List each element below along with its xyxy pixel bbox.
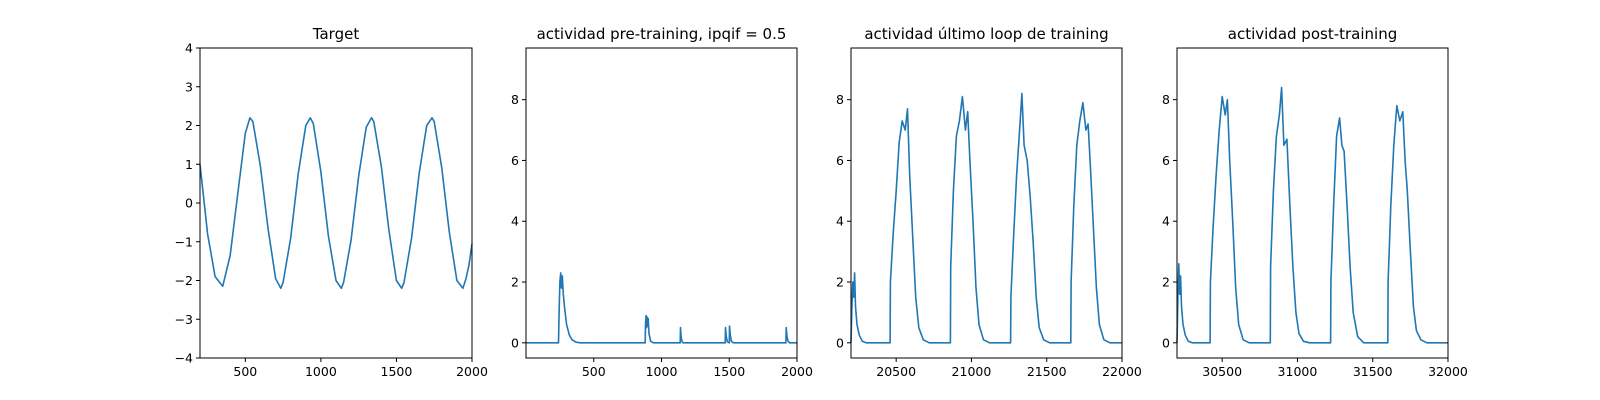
y-tick-label: 1: [185, 157, 193, 172]
axes-frame: [850, 47, 1123, 359]
panel-title: actividad pre-training, ipqif = 0.5: [537, 25, 787, 43]
x-tick-label: 1500: [713, 364, 745, 379]
x-tick-label: 500: [582, 364, 606, 379]
y-tick-label: 6: [1162, 153, 1170, 168]
y-tick-label: 8: [836, 92, 844, 107]
axes-frame: [199, 47, 473, 359]
x-tick-label: 30500: [1202, 364, 1242, 379]
series-line: [1176, 86, 1448, 344]
y-tick-label: 6: [836, 153, 844, 168]
y-tick-label: 8: [1162, 92, 1170, 107]
panel-1: Target 500 1000 1500 2000 −4 −3 −2 −1 0 1 2 3 4: [175, 25, 488, 379]
x-tick-label: 31000: [1278, 364, 1318, 379]
x-tick-label: 2000: [781, 364, 813, 379]
panel-title: actividad post-training: [1228, 25, 1397, 43]
axes-frame: [525, 47, 798, 359]
y-tick-label: 4: [185, 41, 193, 56]
series-line: [850, 92, 1122, 344]
y-tick-label: 0: [1162, 335, 1170, 350]
y-tick-label: 6: [511, 153, 519, 168]
y-tick-label: −2: [175, 273, 193, 288]
y-tick-label: 4: [511, 214, 519, 229]
panel-title: Target: [312, 25, 360, 43]
panel-2: actividad pre-training, ipqif = 0.5 500 10…: [511, 25, 813, 379]
x-tick-label: 32000: [1428, 364, 1468, 379]
panel-3: actividad último loop de training 20500 21…: [836, 25, 1142, 379]
y-tick-label: 3: [185, 79, 193, 94]
y-tick-label: −3: [175, 312, 193, 327]
y-tick-label: −1: [175, 234, 193, 249]
panel-title: actividad último loop de training: [864, 25, 1108, 43]
series-line: [526, 272, 797, 344]
y-tick-label: 2: [836, 275, 844, 290]
y-tick-label: 2: [185, 118, 193, 133]
y-tick-label: 0: [511, 335, 519, 350]
x-tick-label: 500: [233, 364, 257, 379]
x-tick-label: 2000: [456, 364, 488, 379]
x-tick-label: 22000: [1102, 364, 1142, 379]
y-tick-label: 4: [836, 214, 844, 229]
x-tick-label: 31500: [1353, 364, 1393, 379]
panel-4: actividad post-training 30500 31000 31500 32…: [1162, 25, 1468, 379]
x-tick-label: 21500: [1027, 364, 1067, 379]
y-tick-label: 0: [185, 196, 193, 211]
y-tick-label: 4: [1162, 214, 1170, 229]
y-tick-label: −4: [175, 351, 193, 366]
series-line: [199, 117, 473, 290]
y-tick-label: 8: [511, 92, 519, 107]
x-tick-label: 1000: [646, 364, 678, 379]
y-tick-label: 2: [1162, 275, 1170, 290]
x-tick-label: 1000: [305, 364, 337, 379]
x-tick-label: 21000: [952, 364, 992, 379]
axes-frame: [1176, 47, 1449, 359]
x-tick-label: 1500: [381, 364, 413, 379]
x-tick-label: 20500: [876, 364, 916, 379]
y-tick-label: 0: [836, 335, 844, 350]
y-tick-label: 2: [511, 275, 519, 290]
